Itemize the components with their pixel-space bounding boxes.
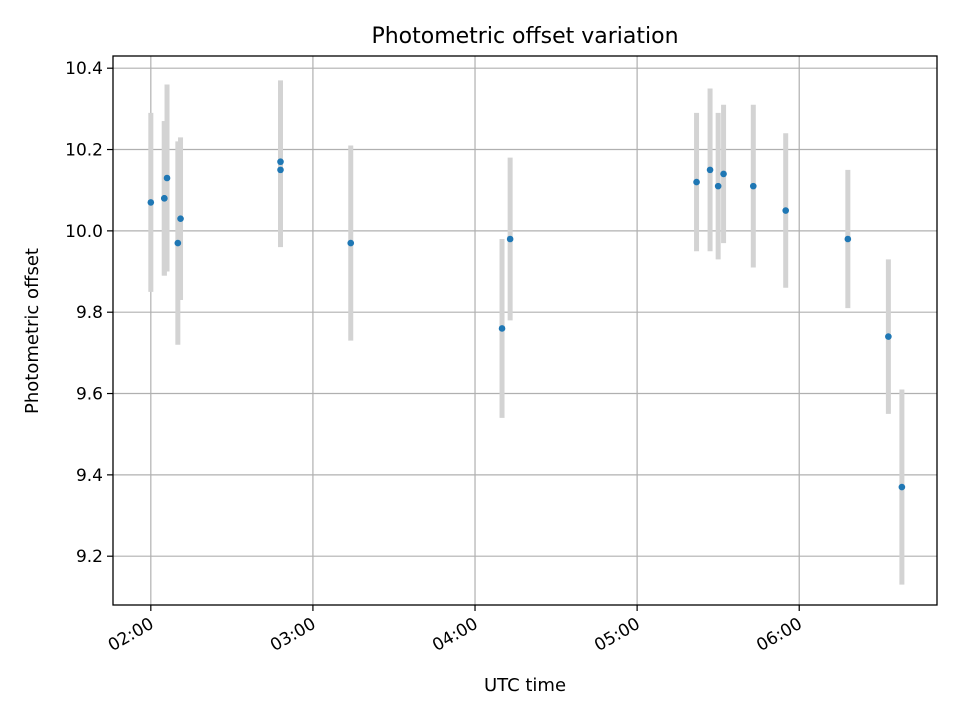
data-point bbox=[506, 235, 514, 243]
data-point bbox=[147, 199, 155, 206]
x-tick-label: 06:00 bbox=[753, 614, 805, 656]
data-point bbox=[163, 174, 171, 182]
data-point bbox=[161, 195, 168, 202]
x-tick-label: 04:00 bbox=[429, 614, 481, 656]
data-point bbox=[498, 325, 506, 332]
x-tick-label: 03:00 bbox=[267, 614, 319, 656]
y-axis-label: Photometric offset bbox=[22, 248, 43, 414]
y-tick-label: 10.4 bbox=[65, 59, 103, 79]
data-point bbox=[693, 178, 700, 186]
error-bars bbox=[148, 80, 905, 585]
data-point bbox=[782, 207, 790, 214]
y-tick-label: 10.0 bbox=[65, 222, 103, 242]
plot-frame bbox=[112, 55, 938, 606]
y-tick-label: 9.2 bbox=[76, 547, 103, 567]
y-tick-label: 9.4 bbox=[76, 466, 103, 486]
x-axis-ticks: 02:00 03:00 04:00 05:00 06:00 bbox=[105, 605, 806, 656]
data-point bbox=[749, 182, 757, 190]
data-point bbox=[277, 166, 284, 174]
y-tick-label: 9.6 bbox=[76, 385, 103, 405]
y-tick-label: 9.8 bbox=[76, 303, 103, 323]
data-point bbox=[844, 235, 852, 243]
x-tick-label: 02:00 bbox=[105, 614, 157, 656]
data-point bbox=[898, 483, 906, 491]
data-point bbox=[706, 166, 714, 174]
x-tick-label: 05:00 bbox=[591, 614, 643, 656]
y-axis-ticks: 9.2 9.4 9.6 9.8 10.0 10.2 10.4 bbox=[65, 59, 113, 567]
y-tick-label: 10.2 bbox=[65, 141, 103, 161]
data-point bbox=[177, 215, 184, 222]
data-point bbox=[714, 182, 722, 190]
grid bbox=[113, 56, 937, 605]
data-point bbox=[277, 158, 284, 166]
data-point bbox=[885, 333, 892, 340]
data-points bbox=[147, 158, 906, 491]
chart-title: Photometric offset variation bbox=[371, 24, 678, 49]
data-point bbox=[174, 239, 182, 247]
x-axis-label: UTC time bbox=[484, 675, 566, 696]
data-point bbox=[720, 170, 727, 178]
data-point bbox=[347, 239, 355, 247]
